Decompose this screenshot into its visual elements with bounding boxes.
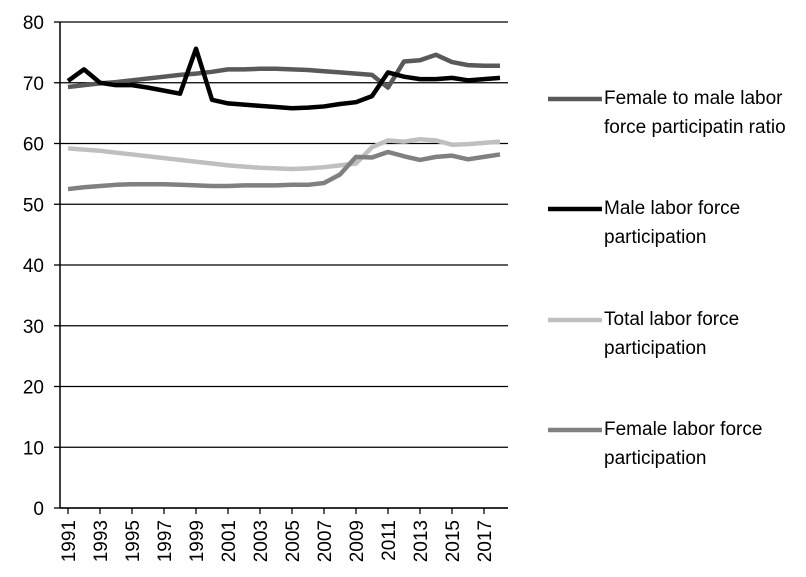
y-tick-label: 30 [23, 317, 44, 338]
x-tick-label: 1991 [59, 520, 80, 562]
y-tick-label: 50 [23, 195, 44, 216]
y-tick-label: 10 [23, 438, 44, 459]
series-line [67, 149, 501, 192]
legend-label: Total labor force participation [604, 309, 740, 359]
y-tick-label: 70 [23, 74, 44, 95]
x-tick-label: 2017 [475, 520, 496, 562]
x-tick-label: 2007 [315, 520, 336, 562]
legend-label: Male labor force participation [604, 198, 741, 248]
series-line [67, 136, 501, 172]
x-tick-label: 1995 [123, 520, 144, 562]
x-tick-label: 2011 [379, 520, 400, 561]
x-tick-label: 2005 [283, 520, 304, 562]
y-tick-label: 60 [23, 135, 44, 156]
x-tick-label: 2009 [347, 520, 368, 562]
y-tick-label: 20 [23, 378, 44, 399]
x-tick-label: 2003 [251, 520, 272, 562]
y-tick-label: 40 [23, 256, 44, 277]
y-tick-label: 0 [33, 499, 44, 520]
x-tick-label: 2001 [219, 520, 240, 562]
legend-label: Female to male labor force participatin … [604, 88, 786, 138]
x-tick-label: 2013 [411, 520, 432, 562]
series-line [67, 52, 500, 90]
y-tick-label: 80 [23, 13, 44, 34]
x-tick-label: 2015 [443, 520, 464, 562]
x-tick-label: 1999 [187, 520, 208, 562]
x-tick-label: 1997 [155, 520, 176, 562]
series-line [66, 46, 501, 111]
legend-label: Female labor force participation [604, 419, 763, 469]
x-tick-label: 1993 [91, 520, 112, 562]
